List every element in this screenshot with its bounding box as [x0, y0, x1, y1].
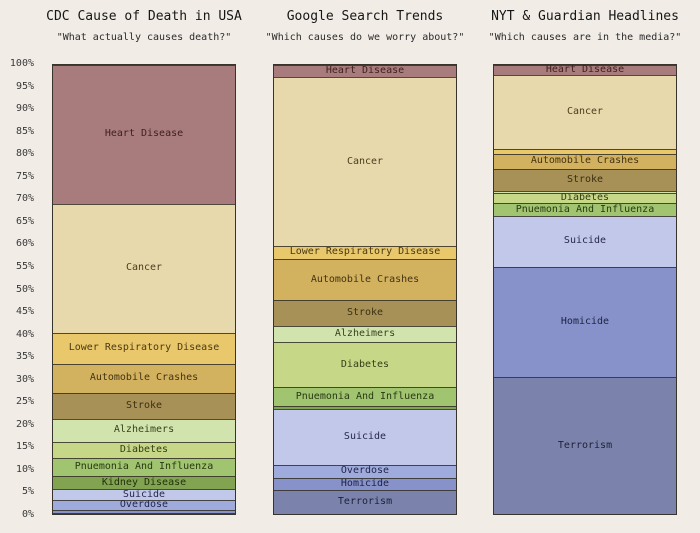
- y-tick-label: 50%: [15, 283, 34, 295]
- segment-label: Suicide: [343, 431, 387, 443]
- segment-label: Cancer: [346, 155, 384, 167]
- segment-label: Diabetes: [560, 193, 610, 204]
- segment-suicide: Suicide: [274, 409, 456, 466]
- segment-label: Homicide: [340, 477, 390, 489]
- y-tick-label: 65%: [15, 215, 34, 227]
- segment-lower-respiratory-disease: Lower Respiratory Disease: [53, 332, 235, 364]
- stacked-bar-cdc: Heart Disease Cancer Lower Respiratory Dis…: [52, 64, 236, 515]
- segment-label: Overdose: [340, 465, 390, 477]
- y-tick-label: 75%: [15, 170, 34, 182]
- segment-label: Stroke: [125, 399, 163, 411]
- segment-label: Lower Respiratory Disease: [68, 342, 220, 354]
- segment-label: Automobile Crashes: [310, 273, 420, 285]
- segment-label: Cancer: [566, 105, 604, 117]
- segment-lower-respiratory-disease: Lower Respiratory Disease: [274, 245, 456, 259]
- segment-terrorism: Terrorism: [274, 489, 456, 514]
- y-tick-label: 15%: [15, 441, 34, 453]
- segment-label: Automobile Crashes: [530, 155, 640, 167]
- y-tick-label: 10%: [15, 463, 34, 475]
- segment-diabetes: Diabetes: [494, 193, 676, 204]
- segment-label: Lower Respiratory Disease: [289, 246, 441, 258]
- segment-label: Pnuemonia And Influenza: [295, 390, 435, 402]
- y-tick-label: 55%: [15, 260, 34, 272]
- segment-label: Terrorism: [337, 495, 393, 507]
- segment-homicide: Homicide: [494, 266, 676, 378]
- segment-stroke: Stroke: [53, 392, 235, 419]
- segment-label: Alzheimers: [113, 424, 175, 436]
- segment-homicide: [53, 509, 235, 514]
- segment-overdose: Overdose: [53, 500, 235, 510]
- segment-suicide: Suicide: [494, 216, 676, 267]
- segment-cancer: Cancer: [494, 74, 676, 149]
- segment-label: Stroke: [346, 307, 384, 319]
- segment-label: Kidney Disease: [101, 476, 187, 488]
- segment-homicide: Homicide: [274, 477, 456, 490]
- segment-label: Heart Disease: [104, 128, 184, 140]
- chart-title-google: Google Search Trends: [286, 9, 444, 24]
- y-tick-label: 45%: [15, 306, 34, 318]
- y-tick-label: 5%: [21, 486, 34, 498]
- y-tick-label: 30%: [15, 373, 34, 385]
- segment-heart-disease: Heart Disease: [494, 65, 676, 75]
- y-tick-label: 85%: [15, 125, 34, 137]
- segment-automobile-crashes: Automobile Crashes: [53, 363, 235, 393]
- segment-label: Pnuemonia And Influenza: [74, 460, 214, 472]
- chart-subtitle-google: "Which causes do we worry about?": [265, 32, 465, 43]
- chart-title-cdc: CDC Cause of Death in USA: [46, 9, 242, 24]
- segment-label: Cancer: [125, 262, 163, 274]
- y-tick-label: 80%: [15, 148, 34, 160]
- chart-subtitle-media: "Which causes are in the media?": [488, 32, 682, 43]
- segment-terrorism: Terrorism: [494, 377, 676, 514]
- y-tick-label: 40%: [15, 328, 34, 340]
- stacked-bar-media: Heart Disease Cancer Automobile Crashes Str…: [493, 64, 677, 515]
- segment-kidney-disease: [274, 406, 456, 410]
- y-tick-label: 60%: [15, 238, 34, 250]
- segment-kidney-disease: Kidney Disease: [53, 475, 235, 490]
- segment-alzheimers: Alzheimers: [274, 326, 456, 343]
- chart-title-media: NYT & Guardian Headlines: [491, 9, 679, 24]
- segment-label: Overdose: [119, 500, 169, 510]
- segment-label: Stroke: [566, 173, 604, 185]
- segment-label: Diabetes: [119, 443, 169, 455]
- chart-subtitle-cdc: "What actually causes death?": [56, 32, 232, 43]
- segment-automobile-crashes: Automobile Crashes: [274, 258, 456, 301]
- segment-alzheimers: Alzheimers: [53, 418, 235, 442]
- segment-label: Suicide: [122, 489, 166, 500]
- segment-lower-respiratory-disease: [494, 148, 676, 154]
- stacked-bar-google: Heart Disease Cancer Lower Respiratory Dis…: [273, 64, 457, 515]
- y-tick-label: 95%: [15, 80, 34, 92]
- y-tick-label: 100%: [9, 58, 34, 69]
- segment-label: Heart Disease: [545, 65, 625, 75]
- segment-cancer: Cancer: [274, 77, 456, 246]
- segment-label: Heart Disease: [325, 65, 405, 77]
- segment-pnuemonia-and-influenza: Pnuemonia And Influenza: [494, 203, 676, 217]
- segment-label: Alzheimers: [334, 328, 396, 340]
- segment-label: Diabetes: [340, 358, 390, 370]
- segment-overdose: Overdose: [274, 465, 456, 478]
- y-tick-label: 0%: [21, 509, 34, 520]
- segment-pnuemonia-and-influenza: Pnuemonia And Influenza: [274, 387, 456, 407]
- segment-label: Homicide: [560, 316, 610, 327]
- segment-label: Suicide: [563, 235, 607, 247]
- segment-diabetes: Diabetes: [53, 441, 235, 458]
- segment-heart-disease: Heart Disease: [53, 65, 235, 204]
- y-tick-label: 20%: [15, 418, 34, 430]
- segment-label: Terrorism: [557, 439, 613, 451]
- segment-stroke: Stroke: [274, 300, 456, 327]
- segment-heart-disease: Heart Disease: [274, 65, 456, 78]
- segment-label: Automobile Crashes: [89, 372, 199, 384]
- segment-automobile-crashes: Automobile Crashes: [494, 153, 676, 169]
- segment-label: Pnuemonia And Influenza: [515, 203, 655, 215]
- segment-pnuemonia-and-influenza: Pnuemonia And Influenza: [53, 457, 235, 476]
- segment-suicide: Suicide: [53, 489, 235, 500]
- segment-alzheimers: [494, 190, 676, 194]
- y-tick-label: 70%: [15, 193, 34, 205]
- y-tick-label: 90%: [15, 103, 34, 115]
- segment-cancer: Cancer: [53, 203, 235, 333]
- y-tick-label: 25%: [15, 396, 34, 408]
- segment-diabetes: Diabetes: [274, 342, 456, 388]
- segment-stroke: Stroke: [494, 168, 676, 191]
- y-tick-label: 35%: [15, 351, 34, 363]
